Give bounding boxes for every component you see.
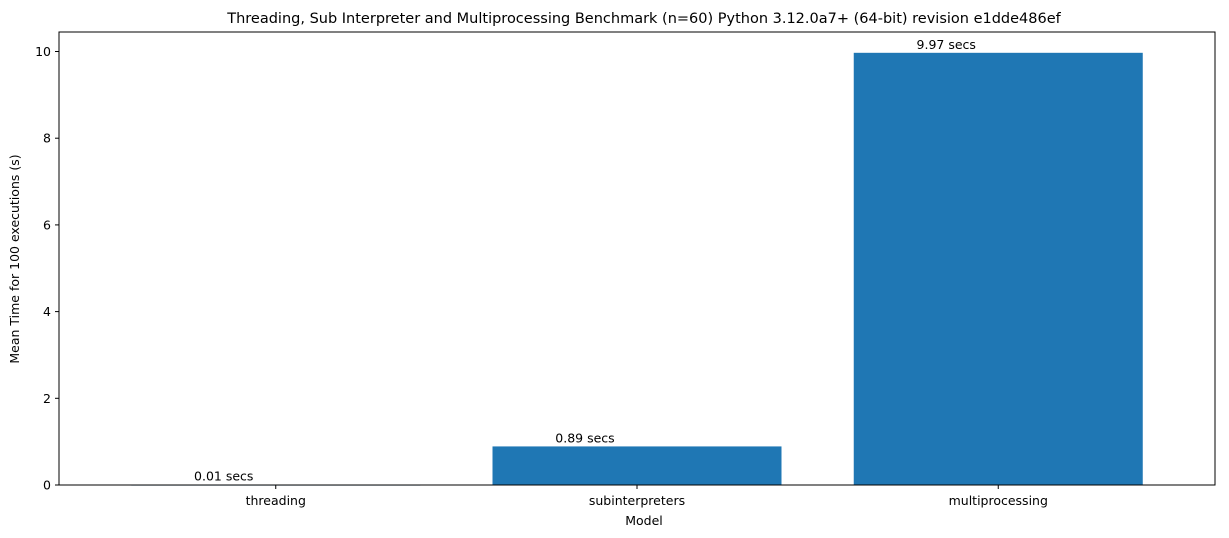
axes-frame [58,31,1216,486]
chart-title: Threading, Sub Interpreter and Multiproc… [226,11,1061,27]
x-tick-label-threading: threading [246,493,306,508]
plot-area: 0.01 secs threading 0.89 secs subinterprete… [35,31,1216,508]
data-label-multiprocessing: 9.97 secs [917,37,976,52]
x-axis-label: Model [625,513,663,528]
y-tick-label-0: 0 [43,478,51,493]
bar-multiprocessing [853,52,1143,486]
y-tick-label-2: 2 [43,391,51,406]
x-tick-label-subinterpreters: subinterpreters [589,493,685,508]
data-label-threading: 0.01 secs [194,469,253,484]
data-label-subinterpreters: 0.89 secs [555,430,614,445]
y-tick-label-8: 8 [43,131,51,146]
bar-subinterpreters [492,446,782,485]
x-tick-label-multiprocessing: multiprocessing [949,493,1048,508]
y-tick-label-10: 10 [35,44,51,59]
y-axis-label: Mean Time for 100 executions (s) [7,154,22,363]
y-tick-label-6: 6 [43,217,51,232]
y-tick-label-4: 4 [43,304,51,319]
